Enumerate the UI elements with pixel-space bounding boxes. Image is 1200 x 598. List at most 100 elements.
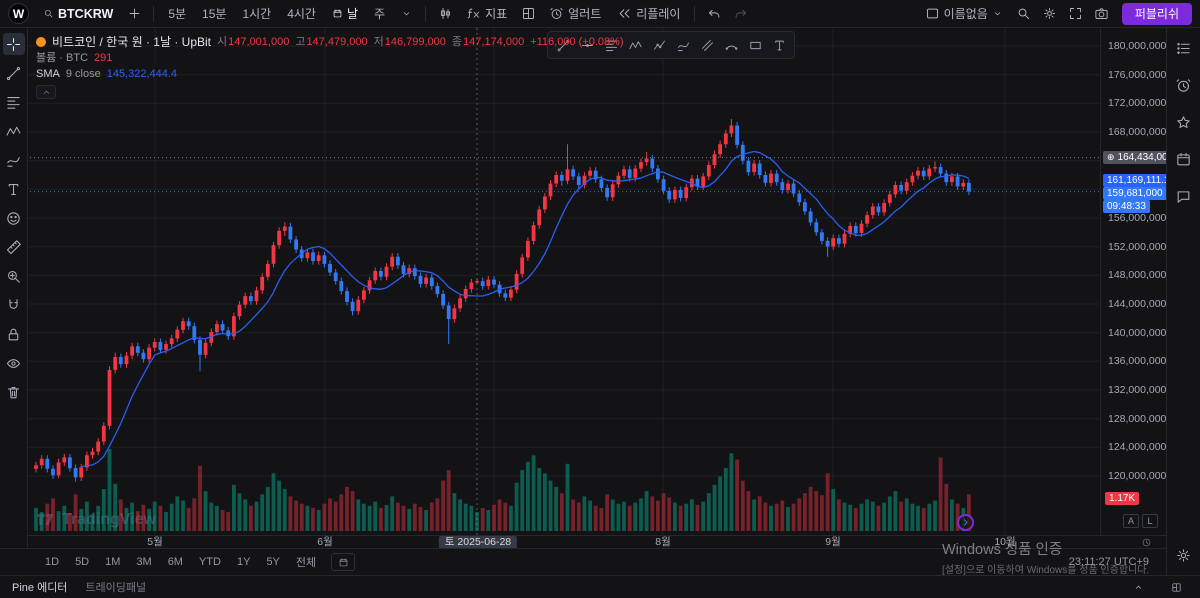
price-tick: 136,000,000	[1108, 355, 1167, 368]
clock-timezone-button[interactable]: 23:11:27 UTC+9	[1062, 552, 1156, 572]
crosshair-tool-button[interactable]	[2, 33, 25, 55]
interval-5m-button[interactable]: 5분	[161, 2, 193, 26]
undo-button[interactable]	[702, 2, 726, 26]
eye-tool-button[interactable]	[3, 352, 25, 374]
arc-icon	[724, 38, 739, 53]
brush-tool-button[interactable]	[3, 149, 25, 171]
pattern-tool-button[interactable]	[3, 120, 25, 142]
legend-collapse-button[interactable]	[36, 85, 56, 99]
parallel-channel-tool-button[interactable]	[695, 34, 719, 56]
interval-1d-button[interactable]: 날	[325, 2, 365, 26]
range-all-button[interactable]: 전체	[289, 552, 323, 572]
month-label: 10월	[994, 536, 1016, 548]
countdown-label[interactable]: 09:48:33	[1103, 199, 1150, 213]
trend-line-tool-button[interactable]	[551, 34, 575, 56]
rectangle-icon	[748, 38, 763, 53]
sma-price-label[interactable]: 161,169,111.1	[1103, 173, 1174, 187]
range-ytd-button[interactable]: YTD	[192, 552, 228, 572]
panel-layout-button[interactable]	[1164, 575, 1188, 598]
range-3m-button[interactable]: 3M	[129, 552, 158, 572]
volume-axis-label[interactable]: 1.17K	[1105, 492, 1140, 505]
goto-recent-button[interactable]	[957, 514, 974, 531]
magnet-tool-button[interactable]	[3, 294, 25, 316]
text-tool-button[interactable]	[767, 34, 791, 56]
polyline-tool-button[interactable]	[647, 34, 671, 56]
last-price-label[interactable]: 159,681,000	[1103, 186, 1167, 200]
range-1y-button[interactable]: 1Y	[230, 552, 257, 572]
drawing-floating-toolbar	[547, 31, 795, 59]
publish-button[interactable]: 퍼블리쉬	[1121, 2, 1192, 25]
snapshot-button[interactable]	[1090, 2, 1114, 26]
candlestick-chart[interactable]	[28, 28, 1100, 535]
sidebar-settings-button[interactable]	[1172, 543, 1196, 567]
trash-tool-button[interactable]	[3, 381, 25, 403]
alerts-panel-button[interactable]	[1172, 73, 1196, 97]
settings-button[interactable]	[1038, 2, 1062, 26]
fullscreen-button[interactable]	[1064, 2, 1088, 26]
lock-tool-button[interactable]	[3, 323, 25, 345]
measure-tool-button[interactable]	[3, 236, 25, 258]
calendar-day-icon	[332, 8, 343, 19]
range-5y-button[interactable]: 5Y	[259, 552, 286, 572]
log-scale-button[interactable]: L	[1142, 514, 1158, 528]
quick-search-button[interactable]	[1012, 2, 1036, 26]
redo-button[interactable]	[728, 2, 752, 26]
interval-1h-button[interactable]: 1시간	[235, 2, 278, 26]
candlestick-icon	[438, 6, 453, 21]
app-logo[interactable]: W	[8, 3, 29, 24]
toolbar-separator	[153, 5, 155, 22]
range-5d-button[interactable]: 5D	[68, 552, 96, 572]
tab-pine-editor[interactable]: Pine 에디터	[12, 579, 67, 595]
chevron-down-icon	[992, 8, 1003, 19]
trend-line-tool-button[interactable]	[3, 62, 25, 84]
symbol-search-button[interactable]: BTCKRW	[36, 2, 120, 26]
arc-tool-button[interactable]	[719, 34, 743, 56]
price-axis[interactable]: 180,000,000 176,000,000 172,000,000 168,000…	[1100, 28, 1178, 535]
collapse-panel-button[interactable]	[1126, 575, 1150, 598]
emoji-tool-button[interactable]	[3, 207, 25, 229]
watchlist-panel-button[interactable]	[1172, 36, 1196, 60]
brush-tool-button[interactable]	[671, 34, 695, 56]
range-1d-button[interactable]: 1D	[38, 552, 66, 572]
interval-15m-button[interactable]: 15분	[195, 2, 233, 26]
interval-4h-button[interactable]: 4시간	[280, 2, 323, 26]
auto-scale-button[interactable]: A	[1123, 514, 1139, 528]
chart-area[interactable]: TradingView 비트코인 / 한국 원 · 1날 · UpBit 시14…	[28, 28, 1100, 535]
indicator-templates-button[interactable]	[516, 2, 540, 26]
timezone-clock-icon[interactable]	[1141, 537, 1152, 548]
tab-trading-panel[interactable]: 트레이딩패널	[85, 579, 146, 595]
fib-retracement-tool-button[interactable]	[3, 91, 25, 113]
calendar-icon	[1175, 151, 1192, 168]
symbol-description[interactable]: 비트코인 / 한국 원 · 1날 · UpBit	[52, 35, 212, 49]
goto-date-button[interactable]	[331, 553, 356, 571]
alert-price-label[interactable]: ⊕ 164,434,000	[1103, 150, 1178, 164]
watchlist-icon	[1175, 40, 1192, 57]
calendar-panel-button[interactable]	[1172, 147, 1196, 171]
interval-1w-button[interactable]: 주	[367, 2, 392, 26]
chart-style-button[interactable]	[433, 2, 457, 26]
chat-panel-button[interactable]	[1172, 184, 1196, 208]
zoom-in-tool-button[interactable]	[3, 265, 25, 287]
alert-button[interactable]: 얼러트	[542, 2, 608, 26]
range-1m-button[interactable]: 1M	[98, 552, 127, 572]
fib-retracement-icon	[604, 38, 619, 53]
sma-legend-params: 9 close	[65, 68, 101, 80]
rectangle-tool-button[interactable]	[743, 34, 767, 56]
indicators-button[interactable]: 지표	[459, 2, 514, 26]
pattern-tool-button[interactable]	[623, 34, 647, 56]
horizontal-line-tool-button[interactable]	[575, 34, 599, 56]
text-tool-button[interactable]	[3, 178, 25, 200]
volume-legend-label[interactable]: 볼륨 · BTC	[36, 52, 89, 64]
range-6m-button[interactable]: 6M	[161, 552, 190, 572]
lock-icon	[5, 326, 22, 343]
fib-retracement-tool-button[interactable]	[599, 34, 623, 56]
zoom-in-icon	[5, 268, 22, 285]
layout-menu-button[interactable]: 이름없음	[918, 2, 1010, 26]
interval-menu-button[interactable]	[394, 2, 418, 26]
sma-legend-name[interactable]: SMA	[36, 68, 60, 80]
replay-button[interactable]: 리플레이	[610, 2, 687, 26]
hotlist-panel-button[interactable]	[1172, 110, 1196, 134]
sma-legend-value: 145,322,444.4	[106, 68, 178, 80]
time-axis[interactable]: 5월 6월 8월 9월 10월 토 2025-06-28	[28, 535, 1166, 549]
add-symbol-button[interactable]	[122, 2, 146, 26]
